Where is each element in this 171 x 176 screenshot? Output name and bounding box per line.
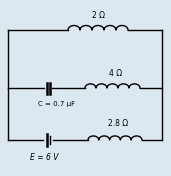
Text: 2 Ω: 2 Ω [91, 11, 104, 20]
Text: 4 Ω: 4 Ω [109, 70, 122, 78]
Text: 2.8 Ω: 2.8 Ω [108, 120, 128, 128]
Text: E = 6 V: E = 6 V [30, 153, 58, 162]
Text: C = 0.7 μF: C = 0.7 μF [38, 101, 75, 107]
